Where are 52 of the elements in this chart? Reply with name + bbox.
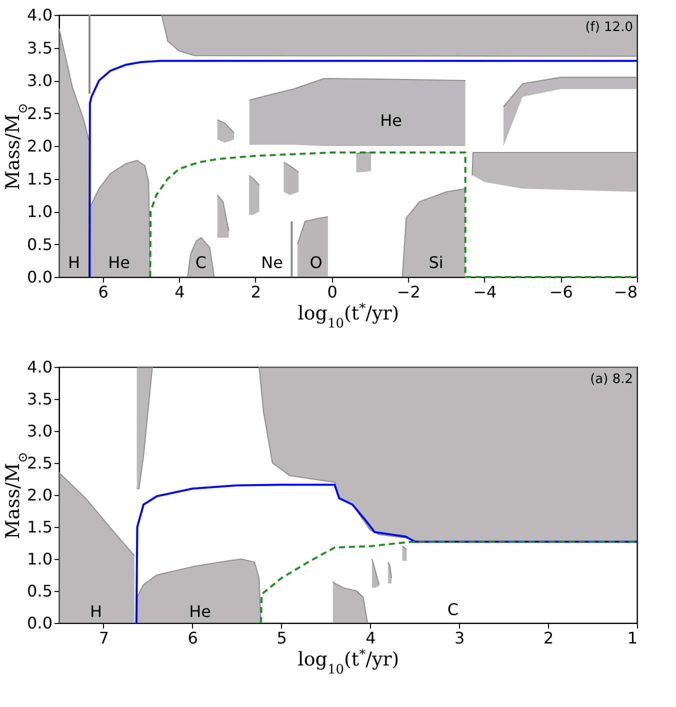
x-tick-label: 0 <box>327 282 338 302</box>
x-tick-label: 1 <box>627 628 638 648</box>
y-tick-label: 2.5 <box>27 454 52 472</box>
y-tick-label: 4.0 <box>27 358 52 376</box>
annotation: He <box>108 253 130 272</box>
annotation: O <box>310 253 322 272</box>
y-tick-label: 0.5 <box>27 234 52 254</box>
y-tick-label: 2.5 <box>27 104 52 123</box>
y-tick-label: 1.5 <box>27 518 52 536</box>
x-tick-label: 4 <box>174 282 185 302</box>
y-tick-label: 1.0 <box>27 202 52 221</box>
x-tick-label: −6 <box>549 282 573 302</box>
x-axis-title: log$_{10}$(t$^{*}$/yr) <box>298 301 400 331</box>
annotation: C <box>195 253 207 272</box>
x-tick-label: 2 <box>543 628 554 648</box>
x-tick-label: 6 <box>98 282 108 302</box>
y-tick-label: 0.0 <box>27 614 52 632</box>
y-tick-label: 0.5 <box>27 582 52 600</box>
line-series <box>135 484 638 624</box>
x-tick-label: 6 <box>188 628 198 648</box>
x-axis-title: log$_{10}$(t$^{*}$/yr) <box>298 647 400 677</box>
annotation: (a) 8.2 <box>590 372 633 387</box>
y-tick-label: 1.5 <box>27 169 52 188</box>
y-tick-label: 3.0 <box>27 71 52 90</box>
annotation: C <box>447 600 459 619</box>
line-series <box>296 216 328 245</box>
x-tick-label: −2 <box>396 282 420 302</box>
annotation: Si <box>428 253 444 272</box>
y-tick-label: 0.0 <box>27 268 52 286</box>
line-series <box>58 28 90 144</box>
annotation: He <box>380 111 402 130</box>
x-tick-label: −4 <box>473 282 497 302</box>
line-series <box>58 472 136 556</box>
x-tick-label: 2 <box>250 282 262 302</box>
y-tick-label: 3.5 <box>27 390 52 408</box>
annotation: H <box>68 253 80 272</box>
line-series <box>149 152 638 278</box>
x-tick-label: 4 <box>366 628 376 648</box>
y-tick-label: 3.5 <box>27 38 52 58</box>
line-series <box>248 78 466 101</box>
x-tick-label: −8 <box>614 282 638 302</box>
x-tick-label: 7 <box>98 628 110 648</box>
annotation: (f) 12.0 <box>585 20 633 35</box>
annotation: Ne <box>261 253 283 272</box>
y-tick-label: 1.0 <box>27 550 52 568</box>
x-tick-label: 5 <box>276 628 287 648</box>
annotation: He <box>189 602 211 621</box>
x-tick-label: 3 <box>454 628 465 648</box>
y-tick-label: 4.0 <box>27 6 52 24</box>
y-tick-label: 3.0 <box>27 422 52 440</box>
annotation: H <box>90 602 102 621</box>
line-series <box>88 60 638 278</box>
